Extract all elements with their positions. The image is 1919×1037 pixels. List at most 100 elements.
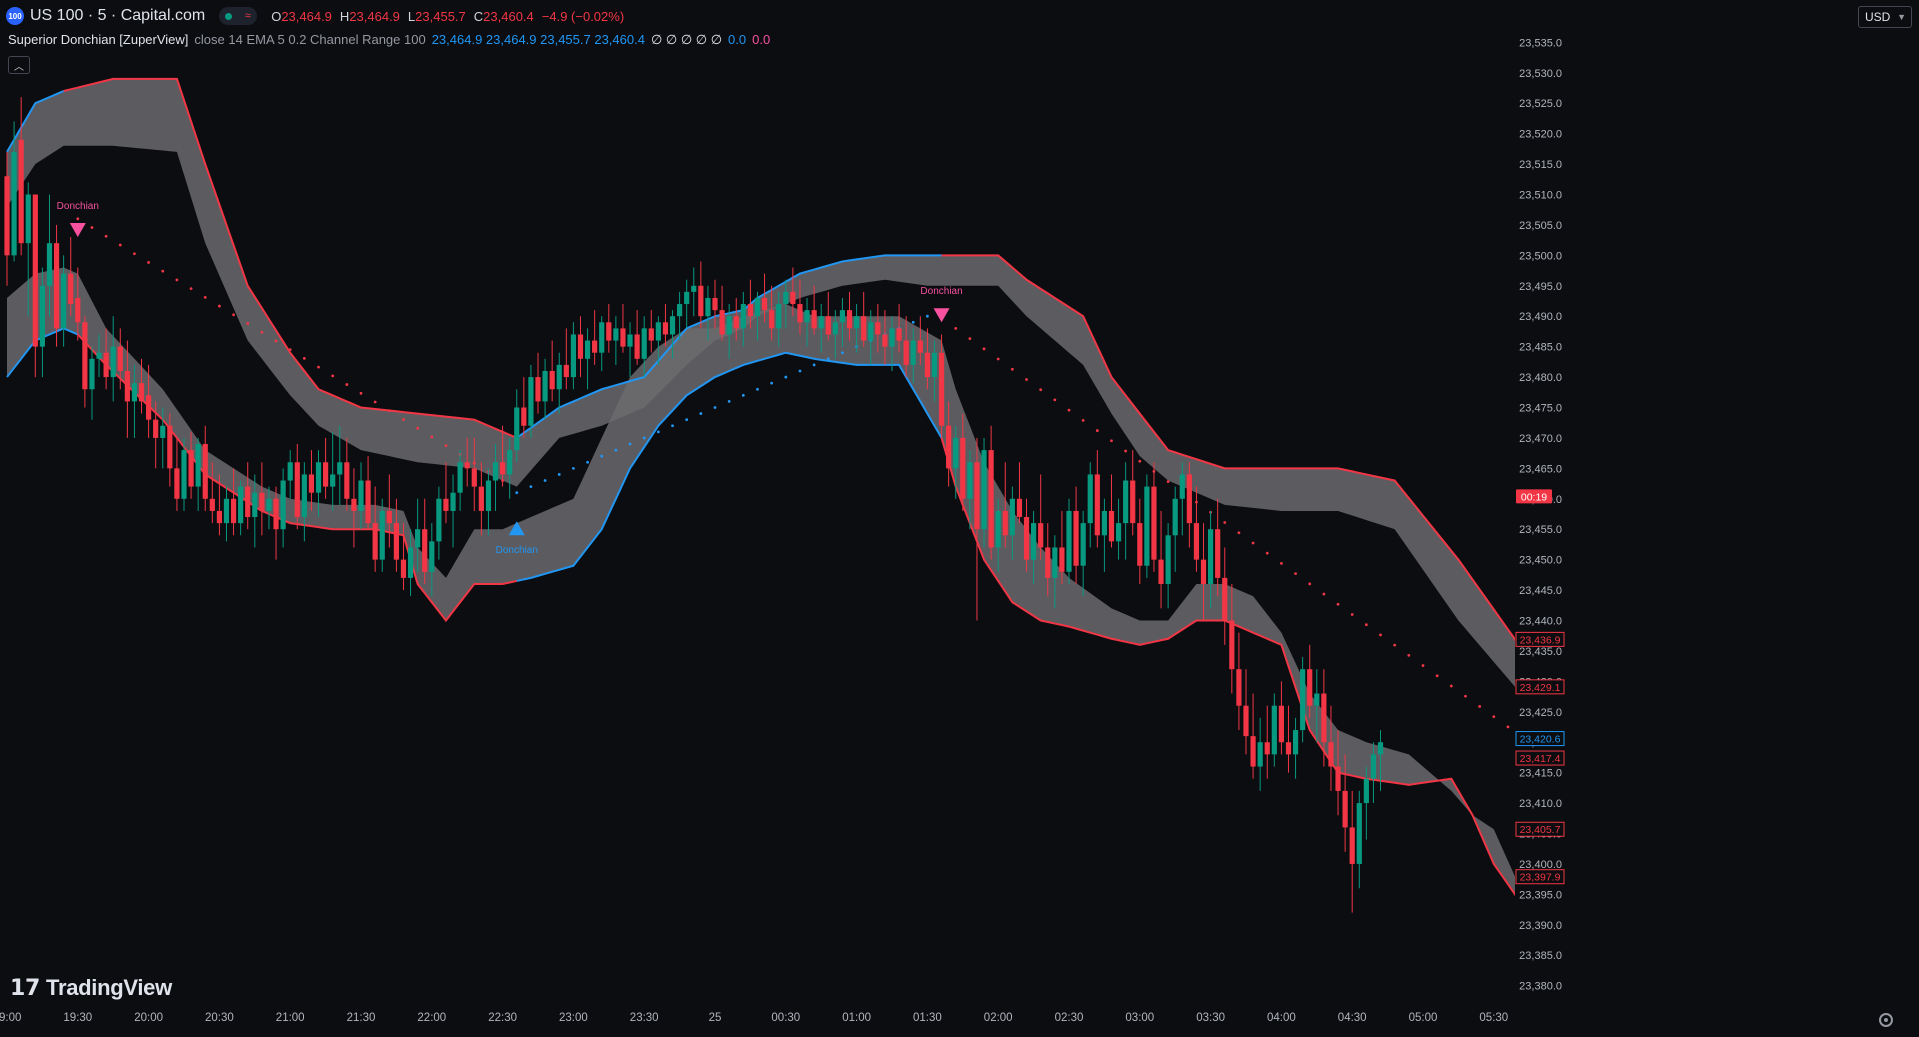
candle-body <box>988 450 994 548</box>
price-label-box <box>1515 750 1565 766</box>
indicator-name[interactable]: Superior Donchian [ZuperView] <box>8 32 189 47</box>
upper-band-edge-1 <box>63 77 518 439</box>
candle-body <box>1307 669 1313 706</box>
trail-dot <box>1081 418 1085 422</box>
candle-body <box>89 358 95 390</box>
time-tick-label: 20:00 <box>134 1012 163 1024</box>
tradingview-logo[interactable]: 𝟭𝟳 TradingView <box>10 975 172 1001</box>
trail-dot <box>1449 684 1453 688</box>
price-label-box <box>1515 869 1565 885</box>
candle-body <box>245 486 251 518</box>
trail-dot <box>387 409 391 413</box>
candle-body <box>1115 523 1122 542</box>
trail-dot <box>1010 367 1014 371</box>
candle-body <box>415 529 421 548</box>
candle-body <box>167 425 173 469</box>
candle-body <box>372 523 378 560</box>
price-label-text: 23,397.9 <box>1520 872 1561 884</box>
price-tick-label: 23,520.0 <box>1519 129 1562 141</box>
candle-body <box>599 322 605 353</box>
candle-body <box>1151 486 1157 560</box>
candle-body <box>294 462 300 518</box>
trail-dot <box>685 418 689 422</box>
signal-label: Donchian <box>57 201 99 212</box>
candle-body <box>1200 559 1207 584</box>
symbol-legend[interactable]: 100 US 100 · 5 · Capital.com ≈ O23,464.9… <box>6 7 632 25</box>
candle-body <box>68 273 74 305</box>
trail-dot <box>812 363 816 367</box>
time-tick-label: 22:30 <box>488 1012 517 1024</box>
candle-body <box>308 474 315 493</box>
candle-body <box>613 328 619 341</box>
candle-body <box>230 498 237 524</box>
candle-body <box>776 304 782 329</box>
candle-body <box>160 425 166 438</box>
price-tick-label: 23,465.0 <box>1519 463 1562 475</box>
candle-body <box>1278 705 1284 743</box>
trail-dot <box>628 442 632 446</box>
candle-body <box>238 486 244 524</box>
candle-body <box>1243 705 1249 737</box>
candle-body <box>1108 510 1115 542</box>
candle-body <box>1264 742 1270 755</box>
trail-dot <box>118 243 122 247</box>
candle-body <box>634 334 640 359</box>
price-label-text: 23,436.9 <box>1520 634 1561 646</box>
trail-dot <box>671 424 674 428</box>
candle-body <box>946 425 952 469</box>
candle-body <box>500 462 506 475</box>
candle-body <box>521 407 527 426</box>
indicator-legend[interactable]: Superior Donchian [ZuperView] close 14 E… <box>8 32 770 48</box>
candle-body <box>981 450 987 530</box>
candle-body <box>1215 529 1221 578</box>
trail-dot <box>600 454 604 458</box>
candle-body <box>1328 742 1334 767</box>
trail-dot <box>1379 633 1382 637</box>
candle-body <box>25 194 31 244</box>
symbol-badge-icon: 100 <box>6 7 24 25</box>
candle-body <box>804 310 810 323</box>
candle-body <box>273 498 279 530</box>
candle-body <box>606 322 612 341</box>
time-tick-label: 01:00 <box>842 1012 871 1024</box>
candle-body <box>1052 547 1058 578</box>
collapse-legend-button[interactable]: ︿ <box>8 56 30 74</box>
trail-dot <box>1492 715 1496 719</box>
time-tick-label: 01:30 <box>913 1012 942 1024</box>
candle-body <box>570 334 576 378</box>
trail-dot <box>175 278 179 282</box>
trail-dot <box>1095 429 1099 432</box>
candle-body <box>1066 510 1072 572</box>
ohlc-open: O23,464.9 <box>271 8 332 24</box>
candle-body <box>733 316 739 329</box>
candle-body <box>1158 559 1164 584</box>
candle-body <box>46 243 53 286</box>
market-status-pill[interactable]: ≈ <box>219 7 258 25</box>
price-tick-label: 23,390.0 <box>1519 920 1562 932</box>
gear-icon[interactable] <box>1879 1013 1893 1027</box>
candle-body <box>330 474 336 487</box>
currency-label: USD <box>1865 10 1891 24</box>
candle-body <box>464 462 470 469</box>
trail-dot <box>557 473 561 476</box>
trail-dot <box>76 217 80 221</box>
currency-dropdown[interactable]: USD ▼ <box>1858 6 1912 28</box>
trail-dot <box>756 387 759 391</box>
candle-body <box>138 383 145 402</box>
candle-body <box>18 139 24 244</box>
lower-band-edge-3 <box>940 437 1515 896</box>
candle-body <box>146 395 152 420</box>
candle-body <box>931 352 938 378</box>
time-tick-label: 19:00 <box>0 1012 21 1024</box>
candle-body <box>1335 766 1341 791</box>
trail-dot <box>1393 643 1397 647</box>
candle-body <box>1172 498 1178 536</box>
symbol-title[interactable]: US 100 · 5 · Capital.com <box>30 7 206 24</box>
price-label-text: 00:19 <box>1521 491 1547 503</box>
candle-body <box>1101 510 1107 536</box>
price-label-text: 23,429.1 <box>1520 682 1561 694</box>
candle-body <box>365 480 371 524</box>
signal-label: Donchian <box>496 545 538 556</box>
trail-dot <box>926 314 929 318</box>
